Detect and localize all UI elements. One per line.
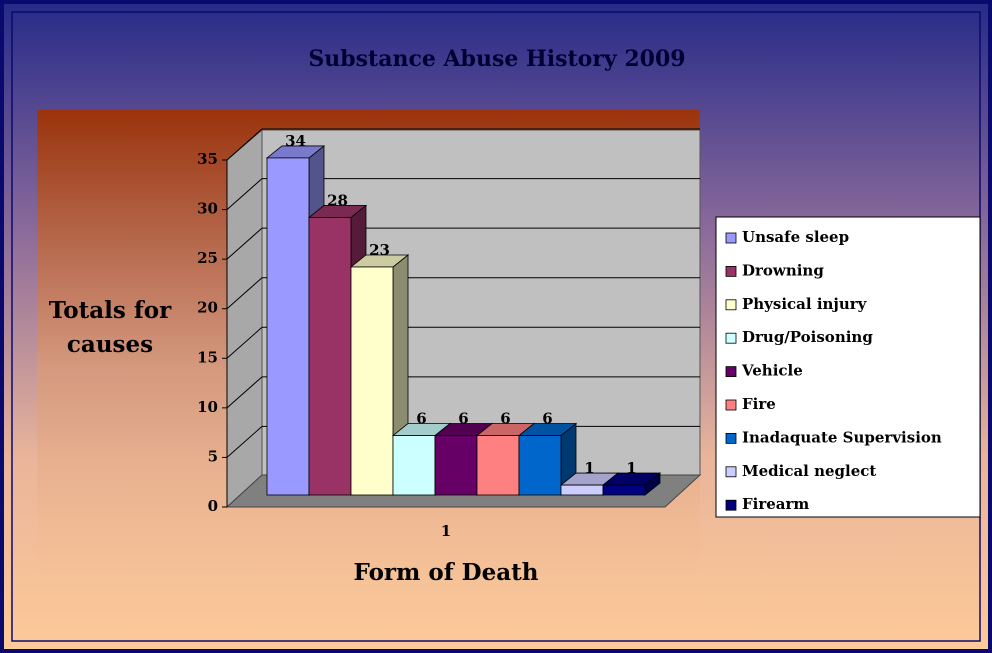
y-axis-title: Totals for causes [48,297,172,358]
bar [266,157,310,496]
bar [308,216,352,496]
legend-swatch [725,499,737,511]
grid-line [226,376,263,409]
data-label: 23 [369,241,390,259]
legend-label: Physical injury [742,295,868,313]
legend-swatch [725,232,737,244]
legend-label: Fire [742,395,776,413]
data-label: 1 [584,459,594,477]
data-label: 1 [626,459,636,477]
grid-line [226,426,263,458]
y-tick-label: 35 [197,150,218,168]
legend-swatch [725,332,737,344]
data-label: 6 [416,410,426,428]
bar [476,435,520,496]
x-axis-title: Form of Death [354,559,539,586]
data-label: 28 [327,191,348,209]
y-tick-label: 0 [208,497,218,515]
y-tick-label: 30 [197,200,218,218]
y-tick-label: 10 [197,398,218,416]
data-label: 6 [458,410,468,428]
bar [392,435,436,496]
legend-label: Drowning [742,261,824,279]
legend-label: Medical neglect [742,462,876,480]
grid-line [226,326,263,359]
data-label: 6 [542,410,552,428]
legend-label: Unsafe sleep [742,228,849,246]
grid-line [226,178,263,210]
data-label: 34 [285,132,306,150]
legend-label: Drug/Poisoning [742,328,873,346]
y-tick-label: 20 [197,299,218,317]
y-tick-label: 15 [197,348,218,366]
bar [434,435,478,496]
legend-label: Inadaquate Supervision [742,428,942,446]
grid-line [226,227,263,260]
grid-line [226,277,263,310]
side-wall [226,128,263,509]
x-tick-label: 1 [441,522,451,540]
bar [350,266,394,496]
bar [518,435,562,496]
legend-swatch [725,265,737,277]
legend-swatch [725,366,737,378]
legend-swatch [725,466,737,478]
legend-label: Vehicle [741,362,803,380]
legend [715,216,981,518]
grid-line [226,128,263,161]
y-tick-label: 5 [208,447,218,465]
bar [602,484,646,496]
legend-swatch [725,399,737,411]
legend-swatch [725,432,737,444]
data-label: 6 [500,410,510,428]
y-tick-label: 25 [197,249,218,267]
legend-label: Firearm [742,495,809,513]
legend-swatch [725,299,737,311]
chart-title: Substance Abuse History 2009 [308,46,685,72]
bar [560,484,604,496]
